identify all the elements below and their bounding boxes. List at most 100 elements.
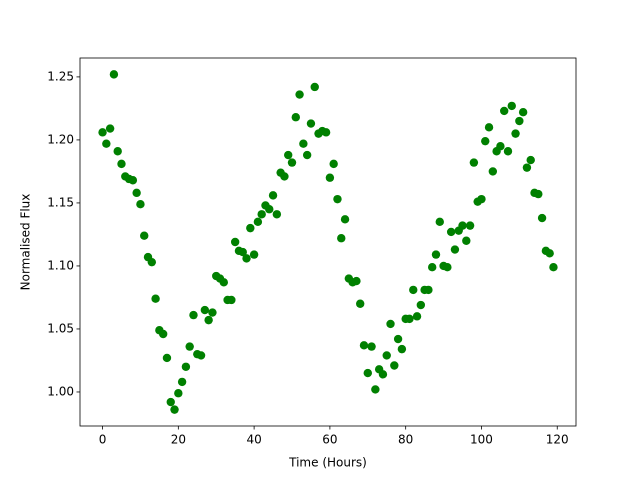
scatter-point <box>390 361 399 370</box>
scatter-point <box>181 362 191 371</box>
scatter-point <box>549 263 558 272</box>
scatter-point <box>450 245 460 254</box>
scatter-point <box>356 299 365 308</box>
scatter-point <box>166 397 175 407</box>
scatter-point <box>469 158 479 167</box>
scatter-point <box>170 405 179 414</box>
scatter-point <box>102 139 111 148</box>
y-tick-label: 1.25 <box>47 69 74 83</box>
scatter-point <box>151 294 160 303</box>
scatter-point <box>200 305 210 315</box>
scatter-point <box>230 237 240 247</box>
x-tick-label: 60 <box>322 433 337 447</box>
scatter-point <box>545 249 554 258</box>
scatter-point <box>409 285 418 295</box>
scatter-point <box>177 377 187 387</box>
scatter-point <box>428 263 437 272</box>
scatter-point <box>253 217 263 227</box>
scatter-point <box>189 310 198 320</box>
scatter-point <box>162 353 172 363</box>
scatter-point <box>431 250 441 259</box>
scatter-point <box>136 199 145 209</box>
scatter-point <box>522 163 532 172</box>
scatter-point <box>378 370 388 379</box>
y-tick-label: 1.10 <box>47 258 74 272</box>
scatter-point <box>249 250 259 259</box>
scatter-point <box>287 158 297 167</box>
scatter-point <box>518 107 528 117</box>
scatter-point <box>196 351 206 360</box>
scatter-point <box>443 263 452 272</box>
scatter-point <box>219 278 228 287</box>
scatter-point <box>397 344 407 354</box>
scatter-point <box>363 368 372 378</box>
scatter-point <box>98 128 107 137</box>
scatter-point <box>238 247 247 257</box>
scatter-point <box>496 142 505 151</box>
scatter-point <box>537 213 547 223</box>
x-axis-label: Time (Hours) <box>288 456 367 470</box>
scatter-point <box>367 342 376 351</box>
scatter-point <box>507 101 516 111</box>
scatter-point <box>435 217 444 227</box>
scatter-point <box>257 210 266 219</box>
scatter-point <box>295 90 304 99</box>
scatter-point <box>284 150 293 160</box>
x-tick-label: 40 <box>246 433 261 447</box>
scatter-point <box>227 295 236 305</box>
x-tick-label: 80 <box>398 433 413 447</box>
scatter-point <box>132 188 141 198</box>
y-tick-label: 1.05 <box>47 321 74 335</box>
y-tick-label: 1.20 <box>47 132 74 146</box>
scatter-point <box>105 124 115 133</box>
scatter-point <box>534 189 543 199</box>
scatter-point <box>481 136 490 146</box>
scatter-point <box>458 221 467 230</box>
scatter-point <box>204 315 213 325</box>
scatter-point <box>117 159 126 169</box>
scatter-point <box>147 257 157 267</box>
scatter-point <box>477 194 486 204</box>
scatter-point <box>113 147 122 156</box>
scatter-point <box>371 385 380 394</box>
scatter-point <box>412 312 422 321</box>
y-axis-label: Normalised Flux <box>19 194 33 291</box>
scatter-point <box>299 139 308 148</box>
scatter-point <box>465 221 475 230</box>
scatter-point <box>280 172 289 181</box>
scatter-point <box>526 155 535 165</box>
scatter-point <box>416 300 426 310</box>
scatter-point <box>337 234 346 243</box>
y-tick-label: 1.00 <box>47 384 74 398</box>
scatter-point <box>265 205 274 214</box>
scatter-point <box>291 113 300 122</box>
scatter-point <box>321 128 331 137</box>
x-tick-label: 20 <box>171 433 186 447</box>
x-tick-label: 100 <box>470 433 493 447</box>
scatter-point <box>424 285 433 295</box>
scatter-point <box>359 341 369 350</box>
scatter-point <box>511 129 520 138</box>
scatter-point <box>246 223 255 233</box>
scatter-point <box>306 119 316 128</box>
scatter-point <box>272 210 282 219</box>
scatter-point <box>128 176 138 185</box>
scatter-point <box>393 334 403 344</box>
x-tick-label: 0 <box>99 433 107 447</box>
scatter-point <box>242 254 251 263</box>
scatter-point <box>462 236 471 245</box>
scatter-point <box>405 314 414 324</box>
scatter-point <box>352 276 361 286</box>
scatter-point <box>208 308 217 317</box>
plot-frame <box>79 57 577 427</box>
scatter-point <box>515 116 524 126</box>
scatter-point <box>329 159 338 169</box>
x-tick-label: 120 <box>546 433 569 447</box>
scatter-point <box>484 123 494 132</box>
scatter-point <box>302 150 312 160</box>
scatter-point <box>140 231 149 240</box>
scatter-point <box>333 194 342 204</box>
scatter-point <box>109 70 119 79</box>
